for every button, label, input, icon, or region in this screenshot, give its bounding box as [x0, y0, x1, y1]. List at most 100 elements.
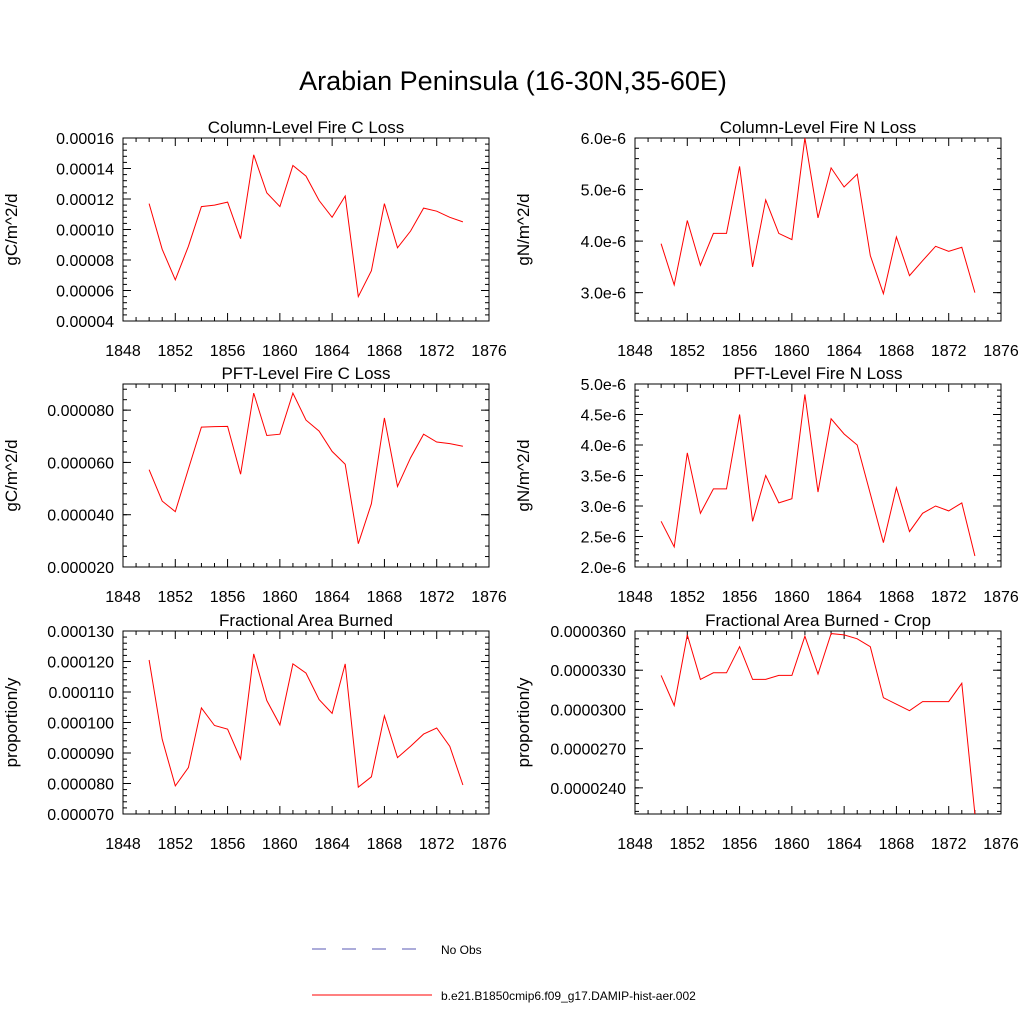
x-tick-label: 1864 — [826, 343, 862, 360]
x-tick-label: 1856 — [210, 343, 246, 360]
y-tick-label: 6.0e-6 — [581, 131, 626, 148]
x-tick-label: 1876 — [983, 343, 1019, 360]
x-tick-label: 1848 — [617, 343, 653, 360]
chart-panel-4: PFT-Level Fire N Loss gN/m^2/d 1848 1852 185… — [514, 364, 1019, 606]
y-tick-label: 0.0000240 — [550, 781, 626, 798]
x-tick-label: 1856 — [722, 836, 758, 853]
y-tick-label: 2.5e-6 — [581, 530, 626, 547]
x-tick-label: 1852 — [669, 589, 705, 606]
series-line — [148, 154, 464, 299]
x-tick-label: 1876 — [983, 836, 1019, 853]
y-axis-label: proportion/y — [514, 677, 533, 767]
legend-model-label: b.e21.B1850cmip6.f09_g17.DAMIP-hist-aer.… — [441, 989, 696, 1003]
x-tick-label: 1860 — [262, 343, 298, 360]
chart-panel-3: PFT-Level Fire C Loss gC/m^2/d 1848 1852 185… — [2, 364, 507, 606]
x-tick-label: 1848 — [617, 589, 653, 606]
x-tick-label: 1852 — [669, 836, 705, 853]
x-tick-label: 1868 — [879, 836, 915, 853]
y-tick-label: 2.0e-6 — [581, 560, 626, 577]
x-tick-label: 1860 — [774, 836, 810, 853]
y-axis-label: gC/m^2/d — [2, 193, 21, 265]
y-tick-label: 0.000110 — [48, 685, 114, 702]
x-tick-label: 1876 — [471, 836, 507, 853]
x-tick-label: 1868 — [367, 589, 403, 606]
y-axis-label: proportion/y — [2, 677, 21, 767]
panel-title: Fractional Area Burned — [219, 611, 393, 630]
y-tick-label: 0.000070 — [47, 807, 114, 824]
series-line — [660, 394, 976, 557]
y-axis-label: gC/m^2/d — [2, 439, 21, 511]
series-line — [148, 653, 464, 789]
x-tick-label: 1876 — [983, 589, 1019, 606]
x-tick-label: 1856 — [722, 589, 758, 606]
chart-panels: Column-Level Fire C Loss gC/m^2/d 1848 1852… — [2, 118, 1019, 853]
y-axis-label: gN/m^2/d — [514, 439, 533, 511]
y-tick-label: 5.0e-6 — [581, 183, 626, 200]
y-tick-label: 0.000080 — [47, 403, 114, 420]
x-tick-label: 1848 — [105, 343, 141, 360]
y-tick-label: 0.00012 — [56, 192, 114, 209]
y-tick-label: 0.000040 — [47, 508, 114, 525]
y-tick-label: 4.0e-6 — [581, 438, 626, 455]
x-tick-label: 1872 — [931, 836, 967, 853]
x-tick-label: 1856 — [210, 589, 246, 606]
plot-frame — [634, 383, 1002, 568]
series-line — [148, 391, 463, 544]
panel-title: PFT-Level Fire C Loss — [221, 364, 390, 383]
x-tick-label: 1864 — [314, 836, 350, 853]
y-tick-label: 4.0e-6 — [581, 234, 626, 251]
x-tick-label: 1864 — [826, 836, 862, 853]
x-tick-label: 1860 — [262, 589, 298, 606]
x-tick-label: 1856 — [210, 836, 246, 853]
y-tick-label: 0.000060 — [47, 455, 114, 472]
y-tick-label: 5.0e-6 — [581, 377, 626, 394]
panel-title: PFT-Level Fire N Loss — [733, 364, 902, 383]
y-axis-label: gN/m^2/d — [514, 193, 533, 265]
x-tick-label: 1872 — [419, 589, 455, 606]
y-tick-label: 0.0000300 — [550, 702, 626, 719]
y-tick-label: 3.0e-6 — [581, 499, 626, 516]
x-tick-label: 1860 — [774, 343, 810, 360]
x-tick-label: 1860 — [262, 836, 298, 853]
y-tick-label: 0.0000270 — [550, 742, 626, 759]
y-tick-label: 0.000120 — [47, 655, 114, 672]
y-tick-label: 4.5e-6 — [581, 408, 626, 425]
y-tick-label: 0.00016 — [56, 131, 114, 148]
x-tick-label: 1868 — [367, 836, 403, 853]
x-tick-label: 1876 — [471, 343, 507, 360]
y-tick-label: 0.00014 — [56, 162, 114, 179]
x-tick-label: 1864 — [314, 589, 350, 606]
y-tick-label: 0.00004 — [56, 314, 114, 331]
x-tick-label: 1848 — [105, 836, 141, 853]
x-tick-label: 1852 — [157, 589, 193, 606]
y-tick-label: 0.00006 — [56, 284, 114, 301]
y-tick-label: 0.000090 — [47, 746, 114, 763]
chart-panel-5: Fractional Area Burned proportion/y 1848 18… — [2, 611, 507, 853]
plot-frame — [122, 137, 490, 322]
panel-title: Fractional Area Burned - Crop — [705, 611, 931, 630]
x-tick-label: 1864 — [314, 343, 350, 360]
x-tick-label: 1868 — [879, 589, 915, 606]
x-tick-label: 1848 — [617, 836, 653, 853]
y-tick-label: 0.00010 — [56, 223, 114, 240]
y-tick-label: 0.000130 — [47, 624, 114, 641]
x-tick-label: 1872 — [931, 589, 967, 606]
x-tick-label: 1876 — [471, 589, 507, 606]
x-tick-label: 1872 — [931, 343, 967, 360]
plot-frame — [122, 383, 490, 568]
y-tick-label: 0.00008 — [56, 253, 114, 270]
panel-title: Column-Level Fire N Loss — [720, 118, 917, 137]
x-tick-label: 1864 — [826, 589, 862, 606]
x-tick-label: 1852 — [157, 836, 193, 853]
series-line — [660, 633, 976, 814]
x-tick-label: 1856 — [722, 343, 758, 360]
x-tick-label: 1868 — [367, 343, 403, 360]
y-tick-label: 0.0000360 — [550, 624, 626, 641]
y-tick-label: 0.000020 — [47, 560, 114, 577]
series-line — [660, 138, 976, 296]
chart-panel-2: Column-Level Fire N Loss gN/m^2/d 1848 1852… — [514, 118, 1019, 360]
x-tick-label: 1860 — [774, 589, 810, 606]
figure-title: Arabian Peninsula (16-30N,35-60E) — [299, 66, 727, 96]
plot-frame — [634, 630, 1002, 815]
plot-frame — [122, 630, 490, 815]
